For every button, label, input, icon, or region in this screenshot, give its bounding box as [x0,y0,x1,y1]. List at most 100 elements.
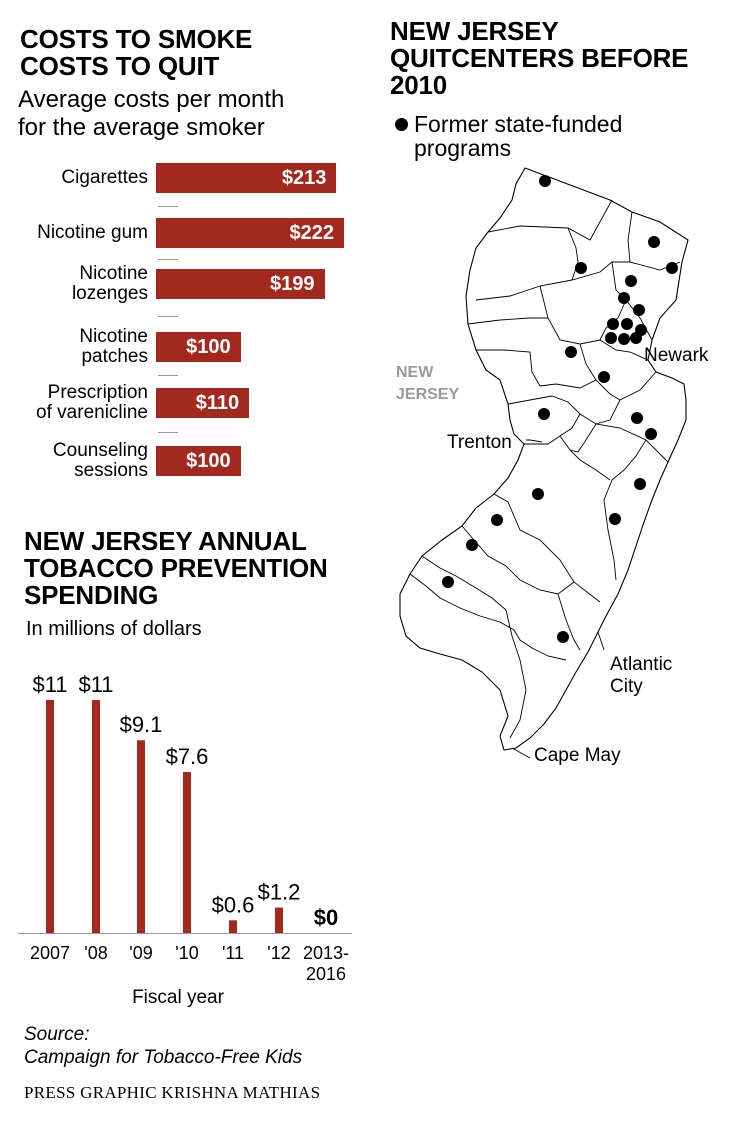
city-label-cape-may: Cape May [534,745,621,766]
costs-subtitle-line2: for the average smoker [18,114,265,141]
quitcenter-dot [605,332,617,344]
cost-category-label: Cigarettes [0,168,148,188]
state-label-line2: JERSEY [396,386,460,403]
cost-category-label-line: patches [81,346,148,367]
cost-row-separator [158,432,178,433]
cost-row-separator [158,375,178,376]
spending-year-label: 2016 [306,964,346,984]
spending-bar [46,700,54,933]
spending-value-label: $0.6 [212,892,255,917]
quitcenter-dot [491,514,503,526]
spending-year-label: '10 [175,943,198,963]
quitcenter-dot [618,333,630,345]
atlantic-city-line1: Atlantic [610,654,673,675]
quitcenter-dot [621,318,633,330]
quitcenter-dot [598,371,610,383]
legend-line1: Former state-funded [414,111,623,137]
map-legend: Former state-funded programs [390,112,622,160]
source-label: Source: [24,1024,90,1045]
cost-category-label-line: of varenicline [36,402,148,423]
spending-value-label: $7.6 [166,744,209,769]
capemay-leader-line [511,747,531,759]
cost-category-label-line: Counseling [52,440,148,461]
graphic-credit: PRESS GRAPHIC KRISHNA MATHIAS [24,1083,321,1102]
quitcenter-dot [625,275,637,287]
quitcenter-dot [648,236,660,248]
quitcenter-dot [538,408,550,420]
cost-category-label: Counseling sessions [0,441,148,481]
city-label-newark: Newark [644,345,709,366]
cost-bar: $213 [156,163,337,193]
legend-dot-icon [395,118,408,131]
quitcenter-dot [666,262,678,274]
source-name: Campaign for Tobacco-Free Kids [24,1047,303,1068]
cost-bar: $222 [156,218,344,248]
spending-subtitle: In millions of dollars [26,618,202,640]
quitcenter-dot [618,292,630,304]
spending-year-label: '11 [222,943,244,963]
cost-category-label: Prescription of varenicline [0,383,148,423]
quitcenter-dot [609,513,621,525]
costs-title: COSTS TO SMOKE COSTS TO QUIT [20,26,252,80]
trenton-leader-line [526,439,543,443]
costs-subtitle: Average costs per month for the average … [18,86,284,142]
quitcenter-dot [607,318,619,330]
spending-title-line3: SPENDING [24,580,159,610]
cost-row-separator [158,206,178,207]
quitcenter-dot [539,175,551,187]
cost-bar: $110 [156,388,250,418]
county-lines [409,199,681,739]
spending-bar [183,772,191,933]
quitcenter-dot [565,346,577,358]
cost-category-label-line: Nicotine gum [37,222,148,243]
spending-title: NEW JERSEY ANNUAL TOBACCO PREVENTION SPE… [24,528,328,609]
spending-year-label: '08 [84,943,107,963]
spending-year-label: 2013- [303,943,349,963]
spending-value-label: $11 [78,672,113,697]
cost-bar: $100 [156,332,241,362]
quitcenter-dot [630,332,642,344]
spending-xaxis-title: Fiscal year [132,987,225,1008]
costs-title-line2: COSTS TO QUIT [20,51,220,81]
cost-category-label-line: Cigarettes [61,167,148,188]
spending-year-label: 2007 [30,943,70,963]
quitcenter-dot [442,576,454,588]
spending-value-label: $11 [32,672,67,697]
spending-year-label: '09 [129,943,152,963]
nj-map [399,167,689,759]
city-label-atlantic-city: Atlantic City [610,654,672,698]
cost-category-label-line: Nicotine [79,326,148,347]
state-label: NEW JERSEY [396,362,459,406]
map-title: NEW JERSEY QUITCENTERS BEFORE 2010 [390,16,689,100]
quitcenter-dot [633,304,645,316]
costs-bar-chart: Cigarettes $213 Nicotine gum $222 Nicotine lo… [0,150,360,490]
cost-category-label-line: lozenges [71,283,148,304]
cost-row-separator [158,259,178,260]
cost-category-label-line: Nicotine [79,263,148,284]
cost-category-label: Nicotine lozenges [0,264,148,304]
map-title-line1: NEW JERSEY [390,16,559,46]
spending-title-line2: TOBACCO PREVENTION [24,553,328,583]
spending-title-line1: NEW JERSEY ANNUAL [24,526,307,556]
quitcenter-dot [645,428,657,440]
legend-line2: programs [414,135,512,161]
quitcenter-dots [442,175,678,643]
spending-bar [275,907,283,933]
costs-title-line1: COSTS TO SMOKE [20,24,253,54]
spending-bar [137,740,145,933]
quitcenter-dot [631,412,643,424]
quitcenter-dot [634,478,646,490]
spending-bar-chart: $11 2007 $11 '08 $9.1 '09 $7.6 '10 $0.6 '11 $1.2 '1… [18,672,352,1008]
spending-value-label: $1.2 [258,880,301,905]
cost-bar: $100 [156,446,241,476]
spending-value-label: $9.1 [120,712,163,737]
spending-year-label: '12 [267,943,290,963]
quitcenter-dot [532,488,544,500]
quitcenter-dot [557,631,569,643]
map-title-line3: 2010 [390,70,448,100]
nj-state-outline [399,167,689,751]
cost-category-label: Nicotine patches [0,327,148,367]
costs-subtitle-line1: Average costs per month [18,86,285,113]
cost-bar: $199 [156,269,325,299]
quitcenter-dot [575,262,587,274]
